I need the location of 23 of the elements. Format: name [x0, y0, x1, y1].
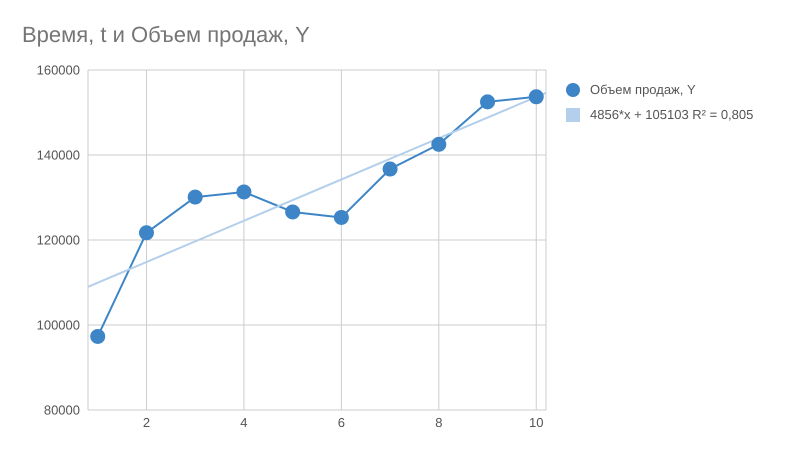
- y-tick-label: 160000: [36, 62, 80, 78]
- x-tick-label: 8: [435, 415, 442, 430]
- legend-label: 4856*x + 105103 R² = 0,805: [590, 107, 754, 122]
- point: [236, 184, 252, 200]
- point: [138, 225, 154, 240]
- chart-title: Время, t и Объем продаж, Y: [22, 22, 310, 48]
- point: [480, 94, 496, 110]
- x-tick-label: 10: [529, 415, 544, 430]
- y-tick-label: 80000: [44, 402, 80, 418]
- point: [431, 136, 446, 152]
- x-tick-label: 6: [338, 415, 345, 430]
- y-tick-label: 140000: [36, 148, 80, 163]
- point: [334, 210, 349, 225]
- y-tick-label: 120000: [36, 232, 80, 248]
- point: [528, 89, 544, 104]
- point: [188, 190, 203, 205]
- x-tick-label: 4: [240, 415, 248, 430]
- y-tick-label: 100000: [36, 318, 80, 333]
- point: [382, 162, 398, 177]
- point: [90, 328, 106, 344]
- x-tick-label: 2: [142, 415, 150, 430]
- point: [285, 204, 300, 220]
- legend-label: Объем продаж, Y: [590, 82, 697, 97]
